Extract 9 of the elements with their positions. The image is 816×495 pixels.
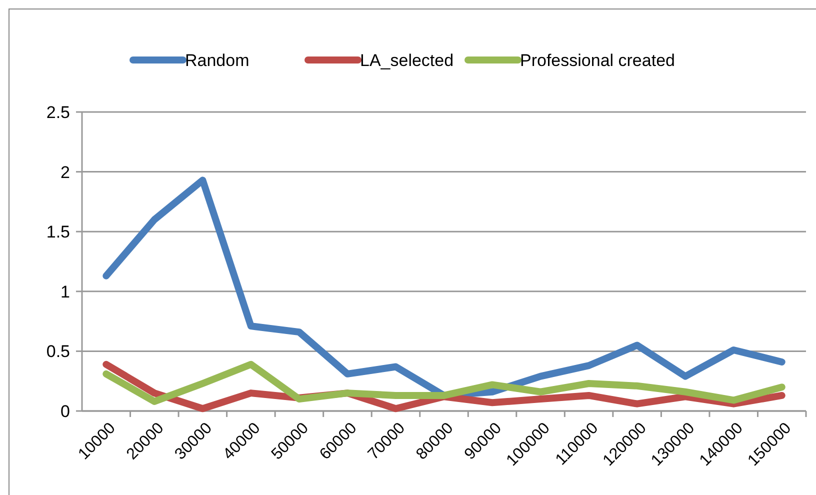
y-tick-label: 1.5 <box>46 222 70 242</box>
legend-label: LA_selected <box>360 50 454 70</box>
y-tick-label: 2.5 <box>46 102 70 122</box>
legend-label: Professional created <box>520 50 675 70</box>
y-tick-label: 2 <box>60 162 70 182</box>
legend-label: Random <box>185 50 250 70</box>
y-tick-label: 1 <box>60 282 70 302</box>
y-tick-label: 0 <box>60 402 70 421</box>
y-tick-label: 0.5 <box>46 342 70 362</box>
